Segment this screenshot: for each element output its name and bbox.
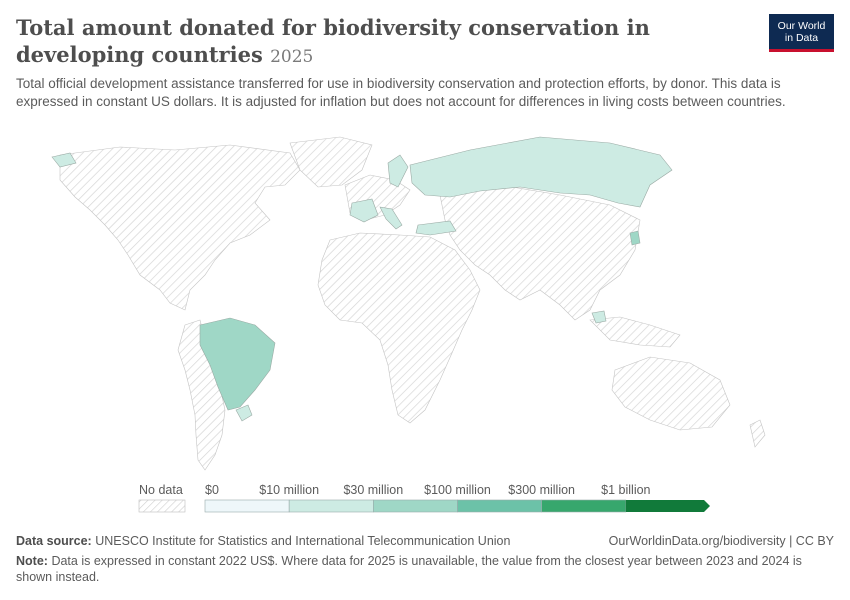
region-turkey[interactable] [415,220,457,236]
owid-logo[interactable]: Our World in Data [769,14,834,52]
footer-url-link[interactable]: OurWorldinData.org/biodiversity | CC BY [608,534,834,548]
region-south-korea[interactable] [629,230,641,246]
note: Note: Data is expressed in constant 2022… [16,553,834,585]
africa-region[interactable] [317,232,481,424]
region-italy[interactable] [379,206,403,230]
legend-bin-label-2: $30 million [343,483,403,497]
region-sweden[interactable] [387,154,409,188]
legend-bin-label-5: $1 billion [601,483,650,497]
data-regions [51,136,673,422]
chart-subtitle: Total official development assistance tr… [16,76,786,109]
north-america-region[interactable] [59,144,301,311]
legend-bin-label-3: $100 million [424,483,491,497]
region-russia[interactable] [409,136,673,208]
footer: Data source: UNESCO Institute for Statis… [16,533,834,585]
region-uruguay[interactable] [235,404,253,422]
legend: No data $0 $10 million $30 million $100 mil… [138,483,710,513]
logo-line-2: in Data [784,32,819,44]
middle-east-asia-region[interactable] [439,184,641,321]
legend-bin-1[interactable] [288,499,374,513]
data-source-label: Data source: [16,534,92,548]
note-label: Note: [16,554,48,568]
legend-bin-0[interactable] [204,499,290,513]
legend-bin-label-1: $10 million [259,483,319,497]
legend-bin-4[interactable] [541,499,627,513]
no-data-regions [59,136,766,471]
region-brazil[interactable] [199,317,276,411]
logo-line-1: Our World [777,20,826,32]
legend-no-data[interactable]: No data [138,483,186,513]
new-zealand-region[interactable] [749,419,766,448]
region-france[interactable] [349,198,379,223]
region-greenland-island[interactable] [51,152,77,168]
southeast-asia-islands-region[interactable] [589,316,681,348]
legend-no-data-label: No data [139,483,183,497]
data-source: Data source: UNESCO Institute for Statis… [16,533,510,549]
legend-bin-5[interactable] [625,500,710,512]
region-malaysia[interactable] [591,310,607,324]
legend-bin-label-0: $0 [205,483,219,497]
greenland-outline[interactable] [289,136,373,188]
legend-bins[interactable]: $0 $10 million $30 million $100 million $300… [204,483,710,513]
legend-bin-label-4: $300 million [508,483,575,497]
data-source-text: UNESCO Institute for Statistics and Inte… [95,534,511,548]
note-text: Data is expressed in constant 2022 US$. … [16,554,802,584]
australia-region[interactable] [611,356,731,431]
world-map[interactable] [0,125,850,480]
chart-title: Total amount donated for biodiversity co… [16,14,716,71]
chart-year: 2025 [270,47,314,67]
legend-bin-2[interactable] [373,499,458,513]
legend-bin-3[interactable] [457,499,542,513]
chart-title-text: Total amount donated for biodiversity co… [16,15,650,67]
